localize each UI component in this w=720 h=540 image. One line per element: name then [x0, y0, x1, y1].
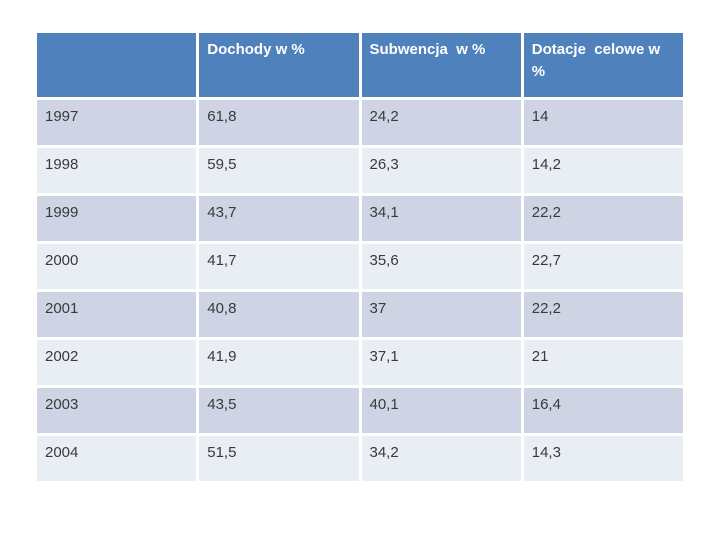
value-cell-subwencja: 37	[361, 292, 521, 337]
value-cell-dotacje: 21	[523, 340, 683, 385]
header-cell-dochody: Dochody w %	[199, 33, 359, 97]
value-cell-subwencja: 37,1	[361, 340, 521, 385]
year-cell: 2000	[37, 244, 197, 289]
value-cell-dotacje: 16,4	[523, 388, 683, 433]
header-cell-subwencja: Subwencja w %	[361, 33, 521, 97]
value-cell-subwencja: 35,6	[361, 244, 521, 289]
data-table: Dochody w % Subwencja w % Dotacje celowe…	[37, 33, 683, 481]
value-cell-dotacje: 22,2	[523, 196, 683, 241]
year-cell: 1998	[37, 148, 197, 193]
value-cell-dochody: 61,8	[199, 100, 359, 145]
value-cell-dochody: 51,5	[199, 436, 359, 481]
value-cell-subwencja: 26,3	[361, 148, 521, 193]
value-cell-subwencja: 34,2	[361, 436, 521, 481]
year-cell: 1999	[37, 196, 197, 241]
value-cell-subwencja: 40,1	[361, 388, 521, 433]
value-cell-dochody: 43,5	[199, 388, 359, 433]
value-cell-dotacje: 22,7	[523, 244, 683, 289]
header-cell-empty	[37, 33, 197, 97]
value-cell-subwencja: 34,1	[361, 196, 521, 241]
year-cell: 2002	[37, 340, 197, 385]
value-cell-dotacje: 22,2	[523, 292, 683, 337]
value-cell-dochody: 40,8	[199, 292, 359, 337]
header-cell-dotacje: Dotacje celowe w %	[523, 33, 683, 97]
value-cell-dotacje: 14	[523, 100, 683, 145]
value-cell-dotacje: 14,3	[523, 436, 683, 481]
value-cell-dochody: 41,7	[199, 244, 359, 289]
value-cell-dochody: 59,5	[199, 148, 359, 193]
value-cell-dotacje: 14,2	[523, 148, 683, 193]
value-cell-dochody: 43,7	[199, 196, 359, 241]
value-cell-subwencja: 24,2	[361, 100, 521, 145]
value-cell-dochody: 41,9	[199, 340, 359, 385]
year-cell: 1997	[37, 100, 197, 145]
year-cell: 2004	[37, 436, 197, 481]
year-cell: 2003	[37, 388, 197, 433]
year-cell: 2001	[37, 292, 197, 337]
